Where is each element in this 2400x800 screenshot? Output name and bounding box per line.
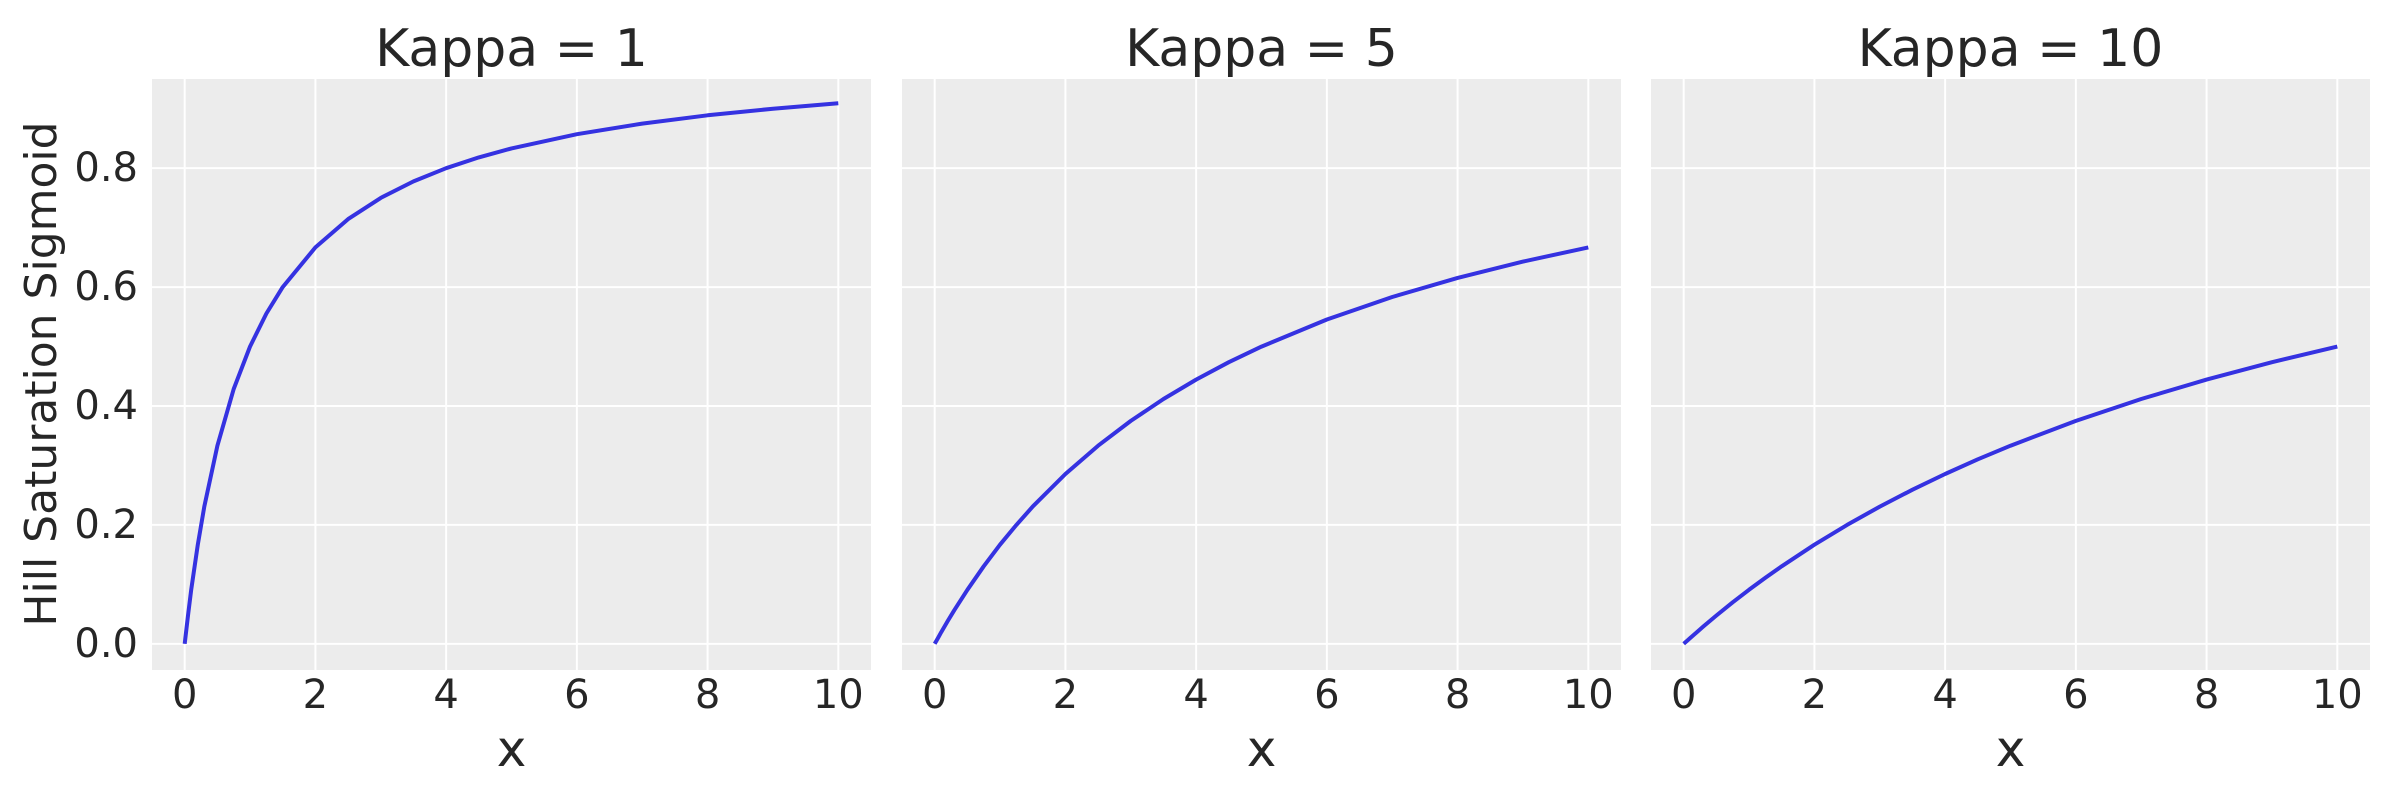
x-tick-label: 4 <box>433 672 459 718</box>
x-tick-label: 8 <box>1444 672 1471 718</box>
subplot-title: Kappa = 5 <box>1125 19 1398 79</box>
x-axis-label: x <box>1995 720 2026 778</box>
axes-background <box>152 79 871 670</box>
plot-area <box>902 79 1621 670</box>
x-axis-label: x <box>496 720 527 778</box>
y-axis-label: Hill Saturation Sigmoid <box>16 121 67 627</box>
x-tick-label: 6 <box>564 672 590 718</box>
x-tick-label: 0 <box>171 672 198 718</box>
plot-area <box>1651 79 2370 670</box>
x-tick-label: 6 <box>1314 672 1340 718</box>
x-tick-label: 2 <box>1052 672 1079 718</box>
subplot-title: Kappa = 1 <box>375 19 648 79</box>
x-tick-label: 0 <box>1670 672 1697 718</box>
axes-background <box>1651 79 2370 670</box>
hill-curve <box>182 101 839 645</box>
x-tick-label: 6 <box>2063 672 2089 718</box>
subplot-kappa-10: Kappa = 10 0 2 4 6 8 10 x <box>1651 0 2370 800</box>
subplot-kappa-5: Kappa = 5 0 2 4 6 8 10 x <box>902 0 1621 800</box>
axes-background <box>902 79 1621 670</box>
x-tick-label: 4 <box>1932 672 1958 718</box>
subplot-title: Kappa = 10 <box>1857 19 2164 79</box>
x-tick-label: 8 <box>2193 672 2220 718</box>
subplot-kappa-1: Kappa = 1 0.0 0.2 0.4 0.6 0.8 0 2 4 6 8 10 x <box>74 0 871 800</box>
hill-curve <box>1682 344 2338 646</box>
hill-curve <box>932 245 1589 645</box>
x-tick-label: 10 <box>1562 672 1614 718</box>
y-tick-label: 0.0 <box>74 620 138 667</box>
y-tick-label: 0.6 <box>74 264 138 311</box>
y-tick-label: 0.4 <box>74 383 138 429</box>
x-tick-label: 8 <box>694 672 721 718</box>
y-tick-label: 0.8 <box>74 145 138 192</box>
x-axis-label: x <box>1246 720 1277 778</box>
x-tick-label: 2 <box>302 672 329 718</box>
y-tick-label: 0.2 <box>74 501 138 548</box>
x-tick-label: 0 <box>921 672 948 718</box>
x-tick-label: 10 <box>2311 672 2363 718</box>
x-tick-label: 2 <box>1801 672 1828 718</box>
x-tick-label: 4 <box>1183 672 1209 718</box>
x-tick-label: 10 <box>812 672 864 718</box>
plot-area <box>152 79 871 670</box>
